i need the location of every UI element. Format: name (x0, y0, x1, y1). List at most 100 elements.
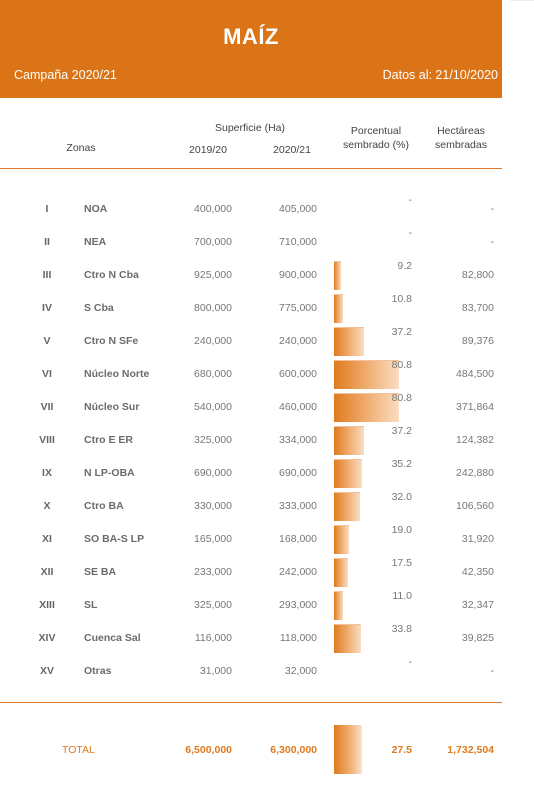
pct-bar (334, 294, 343, 323)
pct-bar (334, 459, 362, 488)
table-row: IX N LP-OBA 690,000 690,000 35.2 242,880 (0, 457, 502, 490)
superficie-2019-20: 165,000 (194, 533, 232, 545)
superficie-2019-20: 700,000 (194, 236, 232, 248)
superficie-2020-21: 900,000 (279, 269, 317, 281)
hectares-value: 484,500 (456, 368, 494, 380)
pct-value: 11.0 (392, 590, 412, 602)
superficie-2019-20: 540,000 (194, 401, 232, 413)
hectares-value: 42,350 (461, 566, 494, 578)
pct-value: 80.8 (391, 359, 412, 371)
superficie-2019-20: 400,000 (194, 203, 232, 215)
zone-number: V (43, 335, 51, 347)
superficie-2020-21: 600,000 (279, 368, 317, 380)
table-row: I NOA 400,000 405,000 - - (0, 193, 502, 226)
zone-number: IV (42, 302, 52, 314)
pct-value: - (408, 656, 413, 668)
zone-number: XIV (38, 632, 56, 644)
superficie-2020-21: 405,000 (279, 203, 317, 215)
pct-value: 35.2 (391, 458, 412, 470)
hectares-value: 82,800 (461, 269, 494, 281)
pct-bar (334, 327, 364, 356)
superficie-2020-21: 168,000 (279, 533, 317, 545)
col-header-ha-line2: sembradas (435, 139, 487, 151)
zone-name: Núcleo Sur (84, 401, 140, 413)
pct-value: - (408, 227, 413, 239)
superficie-2020-21: 32,000 (284, 665, 317, 677)
superficie-2019-20: 690,000 (194, 467, 232, 479)
col-header-2019-20: 2019/20 (189, 144, 227, 156)
zone-name: S Cba (84, 302, 114, 314)
hectares-value: - (490, 203, 495, 215)
zone-name: SL (84, 599, 98, 611)
table-row: VIII Ctro E ER 325,000 334,000 37.2 124,382 (0, 424, 502, 457)
zone-name: Ctro N SFe (84, 335, 139, 347)
hectares-value: - (490, 665, 495, 677)
zone-number: VIII (39, 434, 55, 446)
pct-value: 37.2 (391, 425, 412, 437)
pct-bar (334, 261, 341, 290)
table-row: XI SO BA-S LP 165,000 168,000 19.0 31,920 (0, 523, 502, 556)
zone-name: Ctro BA (84, 500, 124, 512)
table-row: II NEA 700,000 710,000 - - (0, 226, 502, 259)
col-header-pct-line1: Porcentual (350, 125, 402, 137)
superficie-2019-20: 325,000 (194, 434, 232, 446)
col-header-ha-line1: Hectáreas (437, 125, 485, 137)
superficie-2020-21: 118,000 (279, 632, 317, 644)
pct-value: 19.0 (391, 524, 412, 536)
pct-bar (334, 492, 360, 521)
pct-value: 10.8 (391, 293, 412, 305)
pct-bar (334, 591, 343, 620)
pct-bar (334, 426, 364, 455)
total-superficie-2020-21: 6,300,000 (270, 744, 317, 756)
total-label: TOTAL (62, 744, 95, 756)
hectares-value: 106,560 (456, 500, 494, 512)
zone-number: XIII (39, 599, 55, 611)
col-header-pct-line2: sembrado (%) (343, 139, 409, 151)
zone-name: Cuenca Sal (84, 632, 141, 644)
zone-number: VI (42, 368, 52, 380)
superficie-2019-20: 233,000 (194, 566, 232, 578)
hectares-value: 89,376 (461, 335, 494, 347)
table-row: XIII SL 325,000 293,000 11.0 32,347 (0, 589, 502, 622)
col-header-2020-21: 2020/21 (273, 144, 311, 156)
zone-number: II (44, 236, 50, 248)
col-header-zonas: Zonas (66, 142, 96, 154)
superficie-2020-21: 240,000 (279, 335, 317, 347)
hectares-value: 39,825 (461, 632, 494, 644)
table-row: V Ctro N SFe 240,000 240,000 37.2 89,376 (0, 325, 502, 358)
pct-bar (334, 525, 349, 554)
superficie-2020-21: 710,000 (279, 236, 317, 248)
zone-number: III (42, 269, 52, 281)
zone-name: Otras (84, 665, 112, 677)
total-superficie-2019-20: 6,500,000 (185, 744, 232, 756)
pct-value: 37.2 (391, 326, 412, 338)
pct-value: 17.5 (391, 557, 412, 569)
total-divider (0, 702, 502, 703)
total-pct: 27.5 (391, 744, 412, 756)
zone-name: SO BA-S LP (84, 533, 145, 545)
pct-value: 33.8 (391, 623, 412, 635)
zone-name: NOA (84, 203, 108, 215)
pct-value: - (408, 194, 413, 206)
pct-value: 80.8 (391, 392, 412, 404)
hectares-value: 83,700 (461, 302, 494, 314)
superficie-2020-21: 334,000 (279, 434, 317, 446)
superficie-2020-21: 293,000 (279, 599, 317, 611)
superficie-2020-21: 333,000 (279, 500, 317, 512)
zone-number: IX (42, 467, 52, 479)
zone-name: Ctro E ER (84, 434, 134, 446)
table-row: XV Otras 31,000 32,000 - - (0, 655, 502, 688)
pct-value: 32.0 (391, 491, 412, 503)
table-row: VI Núcleo Norte 680,000 600,000 80.8 484,500 (0, 358, 502, 391)
total-hectares: 1,732,504 (447, 744, 494, 756)
zone-name: Ctro N Cba (84, 269, 139, 281)
pct-bar (334, 558, 348, 587)
superficie-2020-21: 242,000 (279, 566, 317, 578)
table-row: XIV Cuenca Sal 116,000 118,000 33.8 39,825 (0, 622, 502, 655)
hectares-value: 124,382 (456, 434, 494, 446)
zone-number: X (43, 500, 51, 512)
table-row: XII SE BA 233,000 242,000 17.5 42,350 (0, 556, 502, 589)
page-edge-divider (510, 0, 534, 24)
table-row: VII Núcleo Sur 540,000 460,000 80.8 371,864 (0, 391, 502, 424)
zone-number: I (45, 203, 49, 215)
